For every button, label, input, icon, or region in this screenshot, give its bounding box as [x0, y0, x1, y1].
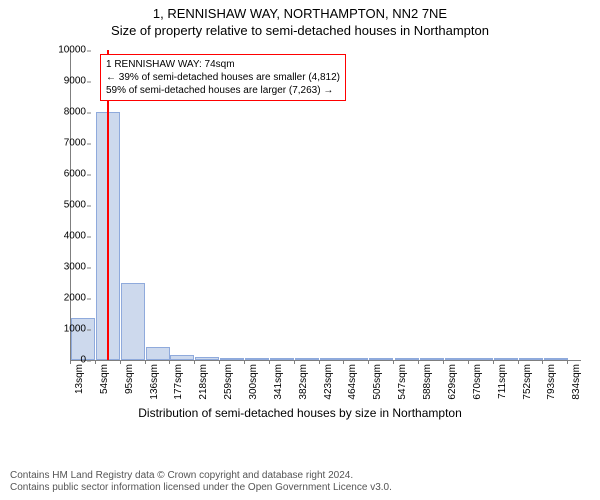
annotation-box: 1 RENNISHAW WAY: 74sqm ← 39% of semi-det… — [100, 54, 346, 101]
x-tick-mark — [343, 360, 344, 364]
x-tick-mark — [169, 360, 170, 364]
x-tick-mark — [443, 360, 444, 364]
histogram-bar — [344, 358, 368, 360]
x-tick-mark — [418, 360, 419, 364]
y-tick: 9000 — [46, 76, 86, 87]
x-tick: 588sqm — [422, 364, 433, 400]
histogram-bar — [170, 355, 194, 360]
y-tick: 7000 — [46, 138, 86, 149]
x-tick: 464sqm — [347, 364, 358, 400]
annotation-line-1: 1 RENNISHAW WAY: 74sqm — [106, 58, 340, 71]
histogram-bar — [494, 358, 518, 360]
x-tick-mark — [70, 360, 71, 364]
x-tick-mark — [95, 360, 96, 364]
x-tick: 547sqm — [397, 364, 408, 400]
x-tick: 505sqm — [372, 364, 383, 400]
y-tick: 10000 — [46, 45, 86, 56]
footer-line-2: Contains public sector information licen… — [10, 482, 590, 494]
histogram-bar — [195, 357, 219, 360]
title-line-2: Size of property relative to semi-detach… — [0, 21, 600, 38]
y-tick: 8000 — [46, 107, 86, 118]
x-tick: 218sqm — [198, 364, 209, 400]
x-tick: 423sqm — [323, 364, 334, 400]
x-tick: 300sqm — [248, 364, 259, 400]
histogram-bar — [469, 358, 493, 360]
x-tick: 752sqm — [522, 364, 533, 400]
title-line-1: 1, RENNISHAW WAY, NORTHAMPTON, NN2 7NE — [0, 0, 600, 21]
x-tick-mark — [194, 360, 195, 364]
x-tick: 670sqm — [472, 364, 483, 400]
x-axis-label: Distribution of semi-detached houses by … — [0, 406, 600, 420]
x-tick: 95sqm — [124, 364, 135, 394]
x-tick-mark — [120, 360, 121, 364]
histogram-bar — [320, 358, 344, 360]
figure: 1, RENNISHAW WAY, NORTHAMPTON, NN2 7NE S… — [0, 0, 600, 500]
y-tick: 2000 — [46, 293, 86, 304]
histogram-bar — [544, 358, 568, 360]
x-tick-mark — [294, 360, 295, 364]
x-tick-mark — [542, 360, 543, 364]
histogram-bar — [245, 358, 269, 360]
x-tick-mark — [567, 360, 568, 364]
x-tick-mark — [368, 360, 369, 364]
footer: Contains HM Land Registry data © Crown c… — [10, 470, 590, 494]
x-tick: 259sqm — [223, 364, 234, 400]
x-tick: 711sqm — [497, 364, 508, 399]
annotation-line-2: ← 39% of semi-detached houses are smalle… — [106, 71, 340, 84]
y-tick: 1000 — [46, 324, 86, 335]
x-tick: 54sqm — [99, 364, 110, 394]
x-tick-mark — [219, 360, 220, 364]
y-tick: 5000 — [46, 200, 86, 211]
histogram-bar — [519, 358, 543, 360]
histogram-bar — [395, 358, 419, 360]
x-tick: 341sqm — [273, 364, 284, 400]
x-tick-mark — [468, 360, 469, 364]
x-tick-mark — [393, 360, 394, 364]
chart-area: Number of semi-detached properties 01000… — [0, 42, 600, 420]
y-tick: 3000 — [46, 262, 86, 273]
histogram-bar — [146, 347, 170, 360]
histogram-bar — [295, 358, 319, 360]
x-tick-mark — [319, 360, 320, 364]
histogram-bar — [445, 358, 469, 360]
x-tick: 136sqm — [149, 364, 160, 400]
histogram-bar — [369, 358, 393, 360]
x-tick: 13sqm — [74, 364, 85, 394]
x-tick-mark — [145, 360, 146, 364]
footer-line-1: Contains HM Land Registry data © Crown c… — [10, 470, 590, 482]
histogram-bar — [420, 358, 444, 360]
y-tick: 6000 — [46, 169, 86, 180]
histogram-bar — [270, 358, 294, 360]
x-tick-mark — [493, 360, 494, 364]
x-tick: 629sqm — [447, 364, 458, 400]
annotation-line-3: 59% of semi-detached houses are larger (… — [106, 84, 340, 97]
x-tick: 834sqm — [571, 364, 582, 400]
x-tick-mark — [518, 360, 519, 364]
x-tick-mark — [244, 360, 245, 364]
y-tick: 4000 — [46, 231, 86, 242]
histogram-bar — [121, 283, 145, 361]
x-tick: 177sqm — [173, 364, 184, 400]
histogram-bar — [220, 358, 244, 360]
x-tick: 793sqm — [546, 364, 557, 400]
x-tick: 382sqm — [298, 364, 309, 400]
x-tick-mark — [269, 360, 270, 364]
